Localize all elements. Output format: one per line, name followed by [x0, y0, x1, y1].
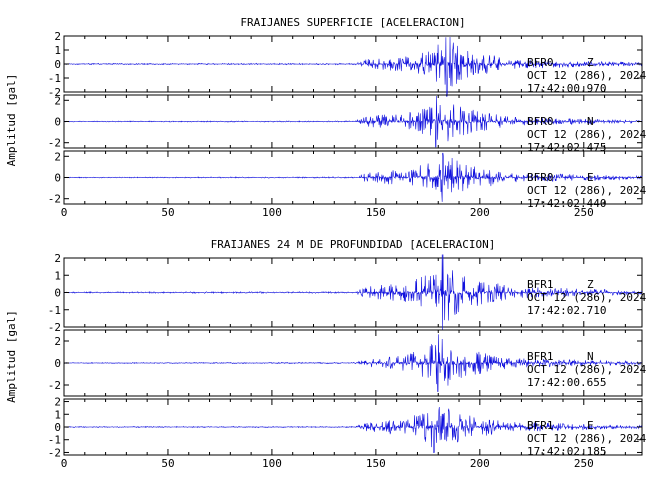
y-axis-label: Amplitud [gal]	[5, 74, 18, 167]
y-tick-label: -2	[48, 137, 61, 150]
component-label: Z	[587, 56, 594, 69]
date-label: OCT 12 (286), 2024	[527, 291, 647, 304]
y-tick-label: 0	[54, 58, 61, 71]
y-tick-label: 2	[54, 335, 61, 348]
y-tick-label: -1	[48, 434, 61, 447]
y-tick-label: -1	[48, 72, 61, 85]
station-label: BFR1	[527, 350, 554, 363]
y-tick-label: -2	[48, 379, 61, 392]
y-tick-label: 2	[54, 30, 61, 43]
time-label: 17:42:00.655	[527, 376, 606, 389]
component-label: Z	[587, 278, 594, 291]
y-tick-label: 0	[54, 287, 61, 300]
component-label: E	[587, 171, 594, 184]
y-tick-label: -2	[48, 193, 61, 206]
time-label: 17:42:02.185	[527, 445, 606, 458]
y-tick-label: 0	[54, 116, 61, 129]
component-label: E	[587, 419, 594, 432]
station-label: BFR1	[527, 419, 554, 432]
y-tick-label: -2	[48, 446, 61, 459]
x-tick-label: 0	[61, 206, 68, 219]
x-tick-label: 100	[262, 457, 282, 470]
chart-title: FRAIJANES SUPERFICIE [ACELERACION]	[240, 16, 465, 29]
y-tick-label: 0	[54, 357, 61, 370]
chart-panel-2: FRAIJANES 24 M DE PROFUNDIDAD [ACELERACI…	[5, 238, 647, 470]
station-label: BFR0	[527, 171, 554, 184]
y-tick-label: 1	[54, 44, 61, 57]
date-label: OCT 12 (286), 2024	[527, 128, 647, 141]
seismic-trace	[63, 254, 643, 331]
component-label: N	[587, 350, 594, 363]
y-tick-label: 0	[54, 421, 61, 434]
station-label: BFR0	[527, 56, 554, 69]
y-tick-label: -2	[48, 86, 61, 99]
time-label: 17:42:00.970	[527, 82, 606, 95]
y-tick-label: 2	[54, 396, 61, 409]
seismic-trace	[63, 406, 643, 453]
x-tick-label: 250	[574, 457, 594, 470]
date-label: OCT 12 (286), 2024	[527, 69, 647, 82]
seismic-trace	[63, 96, 643, 148]
seismic-trace	[63, 334, 643, 392]
y-tick-label: 0	[54, 172, 61, 185]
y-tick-label: 1	[54, 408, 61, 421]
time-label: 17:42:02.440	[527, 197, 606, 210]
y-tick-label: 1	[54, 269, 61, 282]
x-tick-label: 250	[574, 206, 594, 219]
time-label: 17:42:02.710	[527, 304, 606, 317]
x-tick-label: 50	[161, 206, 174, 219]
date-label: OCT 12 (286), 2024	[527, 184, 647, 197]
chart-panel-1: FRAIJANES SUPERFICIE [ACELERACION] Amplit…	[5, 16, 647, 219]
x-tick-label: 200	[470, 457, 490, 470]
x-tick-label: 0	[61, 457, 68, 470]
x-tick-label: 200	[470, 206, 490, 219]
date-label: OCT 12 (286), 2024	[527, 363, 647, 376]
y-axis-label: Amplitud [gal]	[5, 310, 18, 403]
x-tick-label: 100	[262, 206, 282, 219]
seismic-trace	[63, 152, 643, 202]
chart-title: FRAIJANES 24 M DE PROFUNDIDAD [ACELERACI…	[211, 238, 496, 251]
date-label: OCT 12 (286), 2024	[527, 432, 647, 445]
y-tick-label: -2	[48, 321, 61, 334]
station-label: BFR1	[527, 278, 554, 291]
time-label: 17:42:02.475	[527, 141, 606, 154]
station-label: BFR0	[527, 115, 554, 128]
x-tick-label: 50	[161, 457, 174, 470]
x-tick-label: 150	[366, 206, 386, 219]
y-tick-label: -1	[48, 304, 61, 317]
x-tick-label: 150	[366, 457, 386, 470]
y-tick-label: 2	[54, 150, 61, 163]
component-label: N	[587, 115, 594, 128]
seismic-trace	[63, 37, 643, 97]
y-tick-label: 2	[54, 252, 61, 265]
y-tick-label: 2	[54, 94, 61, 107]
